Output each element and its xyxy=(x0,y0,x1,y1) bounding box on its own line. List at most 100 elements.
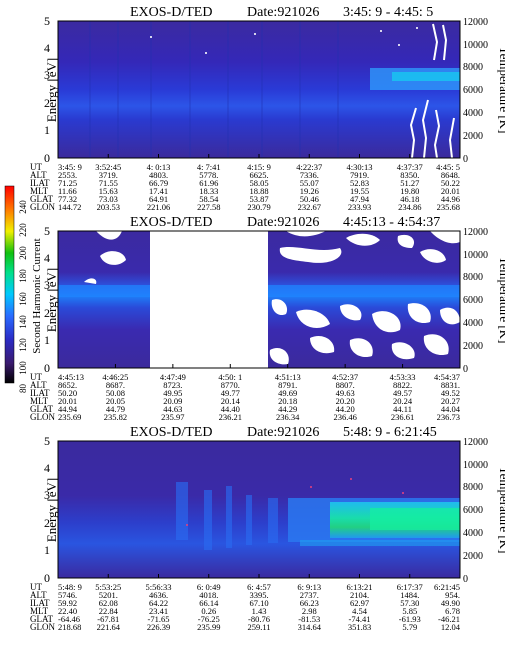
table-cell-alt: 6625. xyxy=(249,170,268,180)
table-cell-alt: 8350. xyxy=(400,170,419,180)
row-label: ILAT xyxy=(30,178,50,188)
table-cell-glon: 235.69 xyxy=(58,412,81,422)
temp-tick-label: 10000 xyxy=(463,40,488,51)
table-cell-ilat: 50.22 xyxy=(441,178,460,188)
table-cell-glat: 58.54 xyxy=(199,194,219,204)
row-label: MLT xyxy=(30,186,49,196)
table-cell-glat: 53.87 xyxy=(249,194,268,204)
table-cell-glat: 46.18 xyxy=(400,194,419,204)
y-tick-label: 5 xyxy=(44,434,50,448)
table-cell-alt: 4018. xyxy=(199,590,218,600)
panel-title: EXOS-D/TED xyxy=(130,215,212,230)
colorbar-ticks: 240 220 200 180 160 140 120 100 80 xyxy=(18,200,28,393)
table-cell-ut: 4: 0:13 xyxy=(147,162,171,172)
panel-1: EXOS-D/TED Date:921026 3:45: 9 - 4:45: 5 xyxy=(30,5,505,212)
table-cell-glon: 221.06 xyxy=(147,202,170,212)
table-cell-mlt: 1.43 xyxy=(252,606,267,616)
table-cell-glat: 50.46 xyxy=(300,194,319,204)
panel-title: EXOS-D/TED xyxy=(130,425,212,440)
y-tick-label: 0 xyxy=(44,571,50,585)
table-cell-mlt: 20.18 xyxy=(278,396,297,406)
temperature-axis-label: Temperature [K] xyxy=(497,257,505,344)
energy-axis-label: Energy [eV] xyxy=(44,58,59,122)
table-cell-ilat: 66.23 xyxy=(300,598,319,608)
table-cell-ut: 4:46:25 xyxy=(102,372,128,382)
table-cell-mlt: 17.41 xyxy=(149,186,168,196)
heatmap-speckle xyxy=(186,478,404,526)
table-cell-alt: 3719. xyxy=(99,170,118,180)
temp-tick-label: 6000 xyxy=(463,85,483,96)
table-cell-glon: 235.99 xyxy=(197,622,220,632)
panel-date: Date:921026 xyxy=(247,425,319,440)
table-cell-ut: 4:37:37 xyxy=(397,162,423,172)
panel-time-range: 3:45: 9 - 4:45: 5 xyxy=(343,5,433,20)
temp-tick-label: 6000 xyxy=(463,295,483,306)
table-cell-ut: 4:47:49 xyxy=(160,372,186,382)
table-cell-ilat: 49.57 xyxy=(393,388,412,398)
table-cell-mlt: 20.14 xyxy=(221,396,241,406)
y-tick-label: 3 xyxy=(44,278,50,292)
table-cell-alt: 8687. xyxy=(106,380,125,390)
temp-tick-label: 10000 xyxy=(463,460,488,471)
table-cell-ilat: 49.90 xyxy=(441,598,460,608)
left-axis: 5 4 3 2 1 0 Energy [eV] xyxy=(44,14,59,165)
table-cell-glon: 314.64 xyxy=(298,622,322,632)
table-cell-mlt: 20.05 xyxy=(106,396,125,406)
right-axis: 12000 10000 8000 6000 4000 2000 0 Temper… xyxy=(463,17,505,165)
table-cell-glat: 73.03 xyxy=(99,194,118,204)
table-cell-glon: 235.82 xyxy=(104,412,127,422)
temp-tick-label: 0 xyxy=(463,574,468,585)
table-cell-glat: -81.53 xyxy=(298,614,320,624)
table-cell-ut: 4:54:37 xyxy=(434,372,460,382)
table-cell-glat: 44.20 xyxy=(336,404,355,414)
table-cell-glat: 64.91 xyxy=(149,194,168,204)
row-label: MLT xyxy=(30,396,49,406)
table-cell-ilat: 62.97 xyxy=(350,598,369,608)
table-cell-ilat: 59.92 xyxy=(58,598,77,608)
table-cell-glon: 235.68 xyxy=(437,202,460,212)
left-axis: 5 4 3 2 1 0 Energy [eV] xyxy=(44,434,59,585)
colorbar: 240 220 200 180 160 140 120 100 80 Secon… xyxy=(4,185,43,393)
table-cell-glon: 12.04 xyxy=(441,622,461,632)
heatmap-saturated-islands xyxy=(84,231,460,365)
table-cell-glon: 235.97 xyxy=(161,412,184,422)
table-cell-ut: 5:48: 9 xyxy=(58,582,82,592)
table-cell-ut: 4:15: 9 xyxy=(247,162,271,172)
left-axis: 5 4 3 2 1 0 Energy [eV] xyxy=(44,224,59,375)
table-cell-glon: 259.11 xyxy=(247,622,270,632)
y-tick-label: 3 xyxy=(44,68,50,82)
table-cell-mlt: 4.54 xyxy=(352,606,368,616)
table-cell-alt: 8791. xyxy=(278,380,297,390)
table-cell-alt: 8723. xyxy=(163,380,182,390)
temp-tick-label: 10000 xyxy=(463,250,488,261)
temp-tick-label: 2000 xyxy=(463,131,483,142)
y-tick-label: 4 xyxy=(44,41,50,55)
table-cell-ut: 4: 7:41 xyxy=(197,162,221,172)
table-cell-glon: 236.34 xyxy=(276,412,300,422)
table-cell-alt: 8648. xyxy=(441,170,460,180)
colorbar-scale xyxy=(4,185,15,384)
table-cell-ilat: 58.05 xyxy=(249,178,268,188)
table-cell-alt: 8831. xyxy=(441,380,460,390)
table-cell-ilat: 71.55 xyxy=(99,178,118,188)
table-cell-ut: 4:50: 1 xyxy=(218,372,242,382)
table-cell-alt: 8807. xyxy=(336,380,355,390)
heatmap-streaks xyxy=(176,482,278,550)
table-cell-mlt: 2.98 xyxy=(302,606,317,616)
table-cell-mlt: 20.20 xyxy=(336,396,355,406)
table-cell-glat: 44.94 xyxy=(58,404,78,414)
panel-date: Date:921026 xyxy=(247,5,319,20)
table-cell-ut: 6: 0:49 xyxy=(197,582,221,592)
table-cell-glon: 203.53 xyxy=(97,202,120,212)
heatmap-hot-core xyxy=(392,72,460,81)
temp-tick-label: 2000 xyxy=(463,341,483,352)
table-cell-glon: 234.86 xyxy=(398,202,421,212)
table-cell-ut: 4:53:33 xyxy=(390,372,416,382)
orbit-table: UT ALT ILAT MLT GLAT GLON 4:45:138652.50… xyxy=(30,364,461,422)
table-cell-ilat: 52.83 xyxy=(350,178,369,188)
row-label: GLAT xyxy=(30,194,53,204)
row-label: UT xyxy=(30,372,42,382)
table-cell-ilat: 49.95 xyxy=(163,388,182,398)
table-cell-mlt: 20.01 xyxy=(58,396,77,406)
